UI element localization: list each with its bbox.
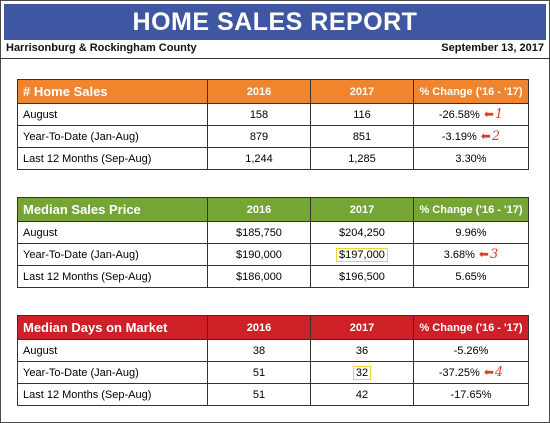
percent-change: -3.19%: [441, 131, 477, 143]
left-arrow-icon: ⬅: [478, 247, 489, 261]
percent-change: 9.96%: [413, 221, 529, 244]
value-2017: 1,285: [310, 147, 414, 170]
left-arrow-icon: ⬅: [483, 107, 494, 121]
value-2017-cell: $197,000: [310, 243, 414, 266]
table-title: Median Days on Market: [17, 315, 208, 340]
left-arrow-icon: ⬅: [483, 365, 494, 379]
percent-change: -26.58%: [438, 109, 480, 121]
table-row: August 38 36 -5.26%: [17, 339, 529, 362]
value-2016: $186,000: [207, 265, 311, 288]
table-header-row: Median Days on Market 2016 2017 % Change…: [17, 315, 529, 340]
value-2016: 51: [207, 383, 311, 406]
table-header-row: Median Sales Price 2016 2017 % Change ('…: [17, 197, 529, 222]
header-divider: [0, 58, 550, 59]
column-header: 2016: [207, 197, 311, 222]
percent-change-cell: -37.25% ⬅4: [413, 361, 529, 384]
report-title: HOME SALES REPORT: [4, 4, 546, 40]
value-2017: $204,250: [310, 221, 414, 244]
row-label: Last 12 Months (Sep-Aug): [17, 265, 208, 288]
percent-change-cell: -3.19% ⬅2: [413, 125, 529, 148]
percent-change: 3.68%: [443, 249, 475, 261]
marker-number: 1: [494, 107, 504, 122]
percent-change-cell: -26.58% ⬅1: [413, 103, 529, 126]
row-label: Year-To-Date (Jan-Aug): [17, 361, 208, 384]
table-title: Median Sales Price: [17, 197, 208, 222]
row-label: August: [17, 103, 208, 126]
left-arrow-icon: ⬅: [480, 129, 491, 143]
report-subheader: Harrisonburg & Rockingham County Septemb…: [6, 42, 544, 58]
report-date: September 13, 2017: [441, 42, 544, 54]
value-2016: $185,750: [207, 221, 311, 244]
column-header: 2017: [310, 315, 414, 340]
value-2016: 38: [207, 339, 311, 362]
median-price-table: Median Sales Price 2016 2017 % Change ('…: [17, 197, 529, 288]
table-row: Last 12 Months (Sep-Aug) 1,244 1,285 3.3…: [17, 147, 529, 170]
column-header: 2017: [310, 197, 414, 222]
highlighted-value: $197,000: [336, 247, 388, 262]
annotation-marker: ⬅1: [483, 107, 504, 122]
row-label: August: [17, 221, 208, 244]
percent-change: -37.25%: [438, 367, 480, 379]
value-2017: 42: [310, 383, 414, 406]
table-row: Year-To-Date (Jan-Aug) $190,000 $197,000…: [17, 243, 529, 266]
annotation-marker: ⬅4: [483, 365, 504, 380]
column-header: % Change ('16 - '17): [413, 197, 529, 222]
table-row: Last 12 Months (Sep-Aug) 51 42 -17.65%: [17, 383, 529, 406]
value-2016: 1,244: [207, 147, 311, 170]
marker-number: 3: [489, 247, 499, 262]
home-sales-table: # Home Sales 2016 2017 % Change ('16 - '…: [17, 79, 529, 170]
annotation-marker: ⬅3: [478, 247, 499, 262]
table-row: Year-To-Date (Jan-Aug) 879 851 -3.19% ⬅2: [17, 125, 529, 148]
row-label: Year-To-Date (Jan-Aug): [17, 125, 208, 148]
percent-change: -17.65%: [413, 383, 529, 406]
row-label: Last 12 Months (Sep-Aug): [17, 147, 208, 170]
table-title: # Home Sales: [17, 79, 208, 104]
value-2016: 51: [207, 361, 311, 384]
column-header: % Change ('16 - '17): [413, 79, 529, 104]
column-header: % Change ('16 - '17): [413, 315, 529, 340]
table-row: August 158 116 -26.58% ⬅1: [17, 103, 529, 126]
annotation-marker: ⬅2: [480, 129, 501, 144]
value-2016: $190,000: [207, 243, 311, 266]
row-label: August: [17, 339, 208, 362]
value-2017: $196,500: [310, 265, 414, 288]
row-label: Last 12 Months (Sep-Aug): [17, 383, 208, 406]
value-2017: 851: [310, 125, 414, 148]
highlighted-value: 32: [352, 365, 372, 380]
row-label: Year-To-Date (Jan-Aug): [17, 243, 208, 266]
column-header: 2016: [207, 79, 311, 104]
days-on-market-table: Median Days on Market 2016 2017 % Change…: [17, 315, 529, 406]
value-2017: 116: [310, 103, 414, 126]
percent-change-cell: 3.68% ⬅3: [413, 243, 529, 266]
column-header: 2017: [310, 79, 414, 104]
table-row: Year-To-Date (Jan-Aug) 51 32 -37.25% ⬅4: [17, 361, 529, 384]
value-2017-cell: 32: [310, 361, 414, 384]
value-2017: 36: [310, 339, 414, 362]
percent-change: 5.65%: [413, 265, 529, 288]
percent-change: 3.30%: [413, 147, 529, 170]
region-label: Harrisonburg & Rockingham County: [6, 42, 197, 54]
table-row: Last 12 Months (Sep-Aug) $186,000 $196,5…: [17, 265, 529, 288]
percent-change: -5.26%: [413, 339, 529, 362]
marker-number: 2: [491, 129, 501, 144]
value-2016: 158: [207, 103, 311, 126]
table-header-row: # Home Sales 2016 2017 % Change ('16 - '…: [17, 79, 529, 104]
table-row: August $185,750 $204,250 9.96%: [17, 221, 529, 244]
column-header: 2016: [207, 315, 311, 340]
marker-number: 4: [494, 365, 504, 380]
value-2016: 879: [207, 125, 311, 148]
